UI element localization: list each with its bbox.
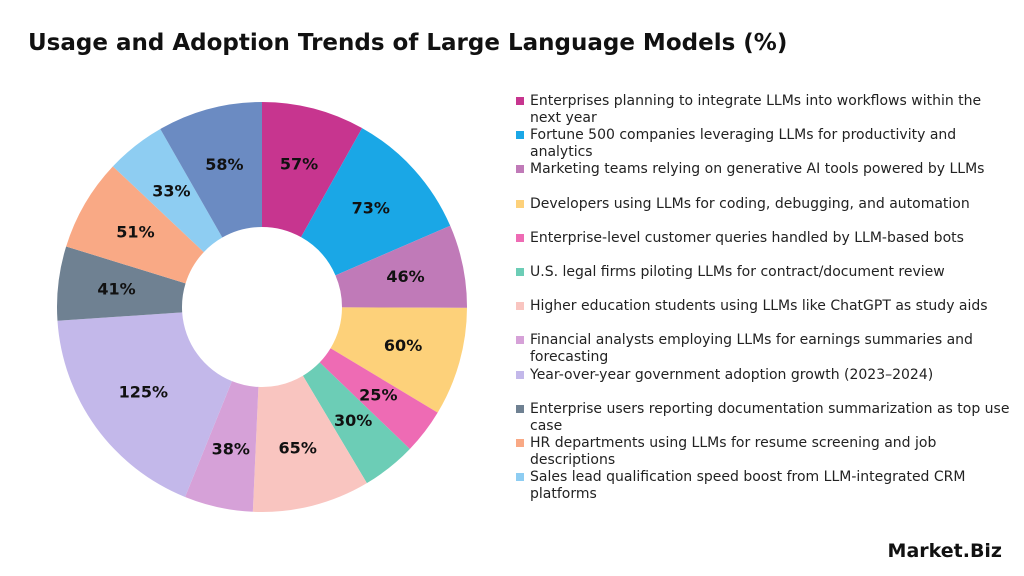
legend-label: Marketing teams relying on generative AI… bbox=[530, 161, 985, 178]
data-label: 57% bbox=[280, 155, 318, 174]
legend-label: Financial analysts employing LLMs for ea… bbox=[530, 332, 973, 366]
data-label: 60% bbox=[384, 336, 422, 355]
legend-swatch bbox=[516, 268, 524, 276]
data-label: 46% bbox=[386, 267, 424, 286]
data-label: 30% bbox=[334, 411, 372, 430]
data-label: 73% bbox=[352, 198, 390, 217]
data-label: 25% bbox=[359, 386, 397, 405]
legend-label: Sales lead qualification speed boost fro… bbox=[530, 469, 966, 503]
legend-swatch bbox=[516, 404, 524, 413]
legend-label: Higher education students using LLMs lik… bbox=[530, 298, 988, 315]
data-label: 38% bbox=[212, 440, 250, 459]
donut-slice bbox=[112, 129, 223, 253]
donut-slice bbox=[301, 128, 451, 276]
legend-swatch bbox=[516, 302, 524, 311]
legend-label: Enterprise-level customer queries handle… bbox=[530, 229, 964, 246]
legend-swatch bbox=[516, 439, 524, 447]
donut-slice bbox=[66, 166, 204, 284]
legend-entry: Fortune 500 companies leveraging LLMs fo… bbox=[516, 127, 1010, 161]
brand-logo: Market.Biz bbox=[887, 540, 1002, 562]
legend-label: Enterprise users reporting documentation… bbox=[530, 400, 1010, 434]
legend-swatch bbox=[516, 336, 524, 345]
legend-swatch bbox=[516, 370, 524, 379]
legend-swatch bbox=[516, 131, 524, 140]
legend-swatch bbox=[516, 199, 524, 208]
legend-entry: HR departments using LLMs for resume scr… bbox=[516, 435, 1010, 469]
legend-entry: Year-over-year government adoption growt… bbox=[516, 367, 1010, 384]
donut-slice bbox=[185, 381, 259, 512]
donut-slice bbox=[319, 348, 438, 450]
legend-swatch bbox=[516, 97, 524, 105]
legend-swatch bbox=[516, 165, 524, 174]
legend-entry: U.S. legal firms piloting LLMs for contr… bbox=[516, 264, 1010, 281]
legend-label: Developers using LLMs for coding, debugg… bbox=[530, 195, 970, 212]
legend-entry: Enterprise-level customer queries handle… bbox=[516, 230, 1010, 247]
legend-label: U.S. legal firms piloting LLMs for contr… bbox=[530, 264, 945, 280]
legend-label: Year-over-year government adoption growt… bbox=[530, 366, 934, 383]
donut-slice bbox=[262, 102, 363, 238]
data-label: 125% bbox=[119, 382, 168, 401]
legend-entry: Developers using LLMs for coding, debugg… bbox=[516, 196, 1010, 213]
legend-entry: Marketing teams relying on generative AI… bbox=[516, 161, 1010, 178]
legend-entry: Enterprises planning to integrate LLMs i… bbox=[516, 93, 1010, 127]
chart-title: Usage and Adoption Trends of Large Langu… bbox=[28, 30, 788, 56]
legend-swatch bbox=[516, 473, 524, 482]
legend-label: Fortune 500 companies leveraging LLMs fo… bbox=[530, 127, 957, 161]
legend-entry: Sales lead qualification speed boost fro… bbox=[516, 469, 1010, 503]
legend-label: Enterprises planning to integrate LLMs i… bbox=[530, 93, 982, 126]
donut-slice bbox=[57, 312, 232, 498]
donut-slice bbox=[160, 102, 262, 238]
donut-slice bbox=[302, 362, 410, 484]
data-label: 41% bbox=[97, 279, 135, 298]
data-label: 51% bbox=[116, 223, 154, 242]
donut-slice bbox=[335, 225, 468, 308]
legend-swatch bbox=[516, 233, 524, 242]
data-label: 58% bbox=[205, 155, 243, 174]
donut-slice bbox=[56, 246, 186, 321]
legend-label: HR departments using LLMs for resume scr… bbox=[530, 435, 937, 468]
legend-entry: Financial analysts employing LLMs for ea… bbox=[516, 332, 1010, 366]
donut-slice bbox=[330, 307, 467, 413]
legend-entry: Enterprise users reporting documentation… bbox=[516, 401, 1010, 435]
data-label: 33% bbox=[152, 181, 190, 200]
legend-entry: Higher education students using LLMs lik… bbox=[516, 298, 1010, 315]
data-label: 65% bbox=[279, 439, 317, 458]
donut-slice bbox=[252, 375, 367, 512]
